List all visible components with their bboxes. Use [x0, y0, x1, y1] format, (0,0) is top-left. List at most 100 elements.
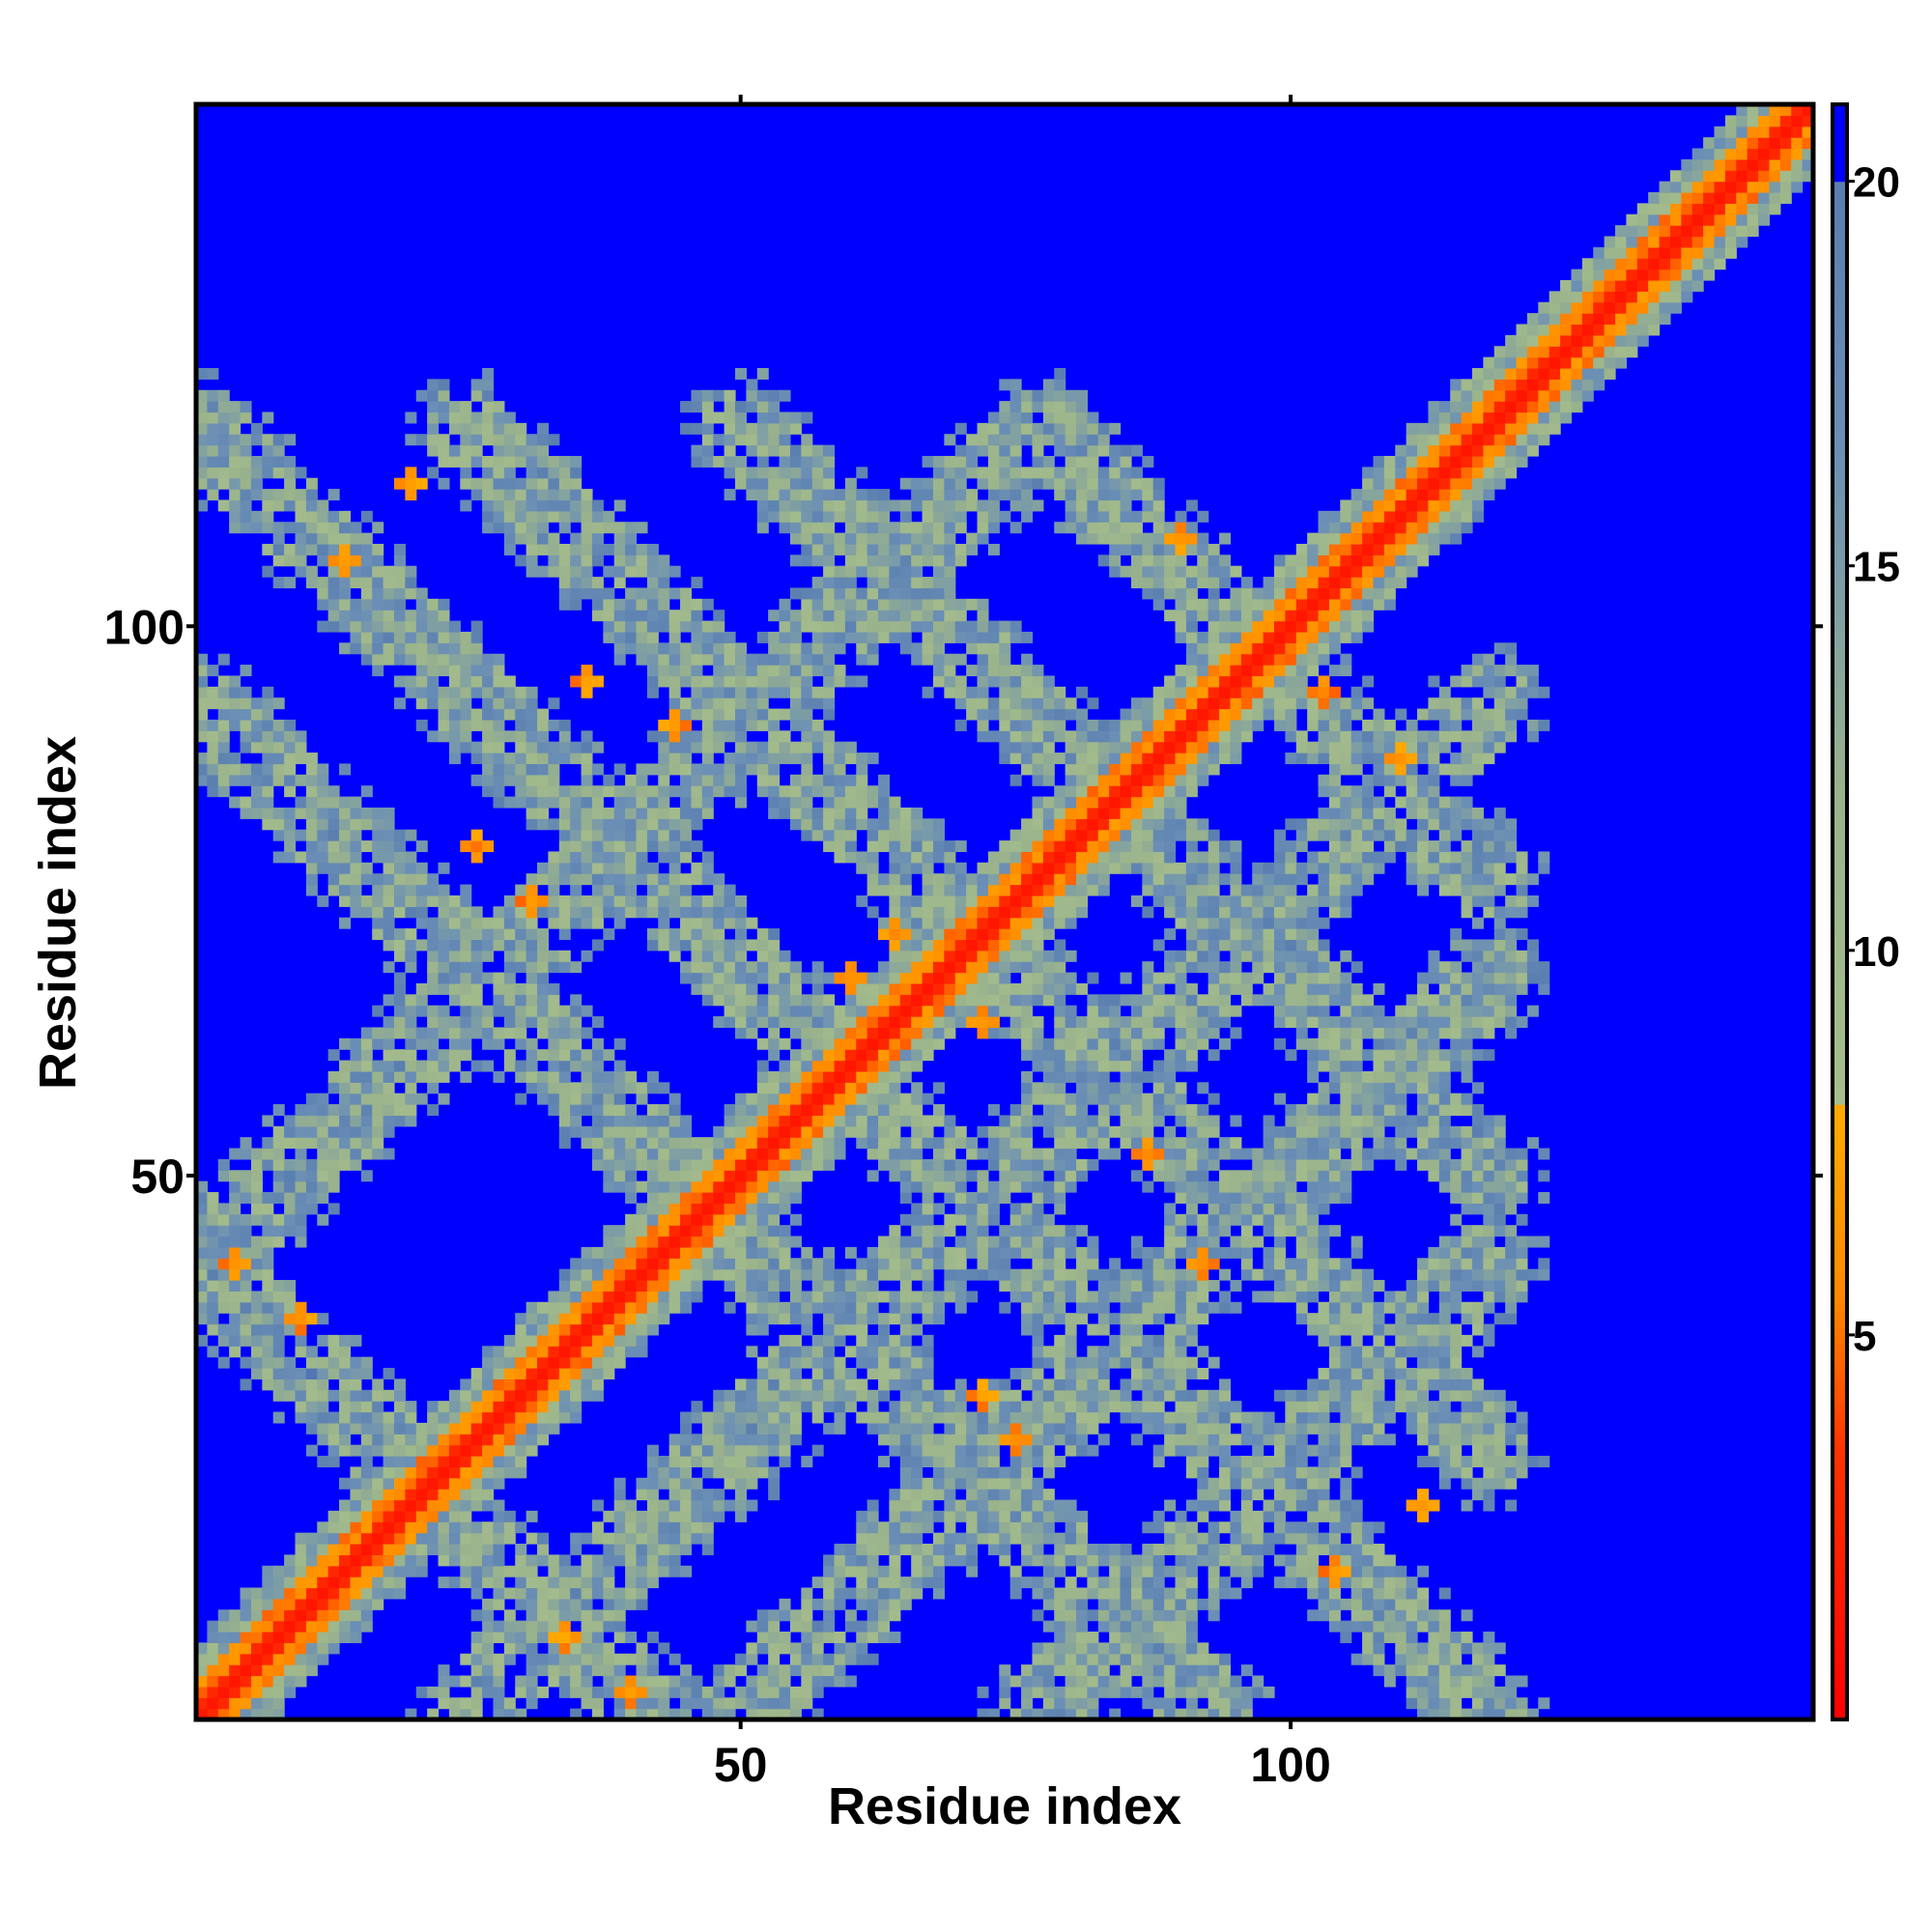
heatmap-cell [217, 444, 230, 457]
heatmap-cell [977, 1477, 989, 1490]
heatmap-cell [658, 917, 670, 929]
heatmap-cell [625, 1082, 638, 1094]
heatmap-cell [636, 763, 648, 776]
heatmap-cell [393, 610, 406, 622]
heatmap-cell [295, 1323, 307, 1336]
heatmap-cell [768, 1686, 781, 1698]
heatmap-cell [448, 1411, 461, 1424]
heatmap-cell [1009, 1268, 1022, 1281]
heatmap-cell [999, 1477, 1011, 1490]
heatmap-cell [526, 1554, 538, 1567]
heatmap-cell [646, 543, 659, 555]
heatmap-cell [911, 1158, 923, 1171]
heatmap-cell [834, 1115, 846, 1127]
heatmap-cell [756, 939, 769, 952]
heatmap-cell [493, 510, 505, 523]
heatmap-cell [746, 1477, 758, 1490]
heatmap-cell [899, 1301, 912, 1314]
heatmap-cell [613, 1037, 626, 1050]
heatmap-cell [801, 1115, 813, 1127]
heatmap-cell [658, 763, 670, 776]
heatmap-cell [1009, 1104, 1022, 1117]
heatmap-cell [448, 455, 461, 468]
heatmap-cell [911, 807, 923, 819]
heatmap-cell [591, 807, 604, 819]
heatmap-cell [305, 510, 318, 523]
heatmap-cell [537, 961, 550, 974]
heatmap-cell [944, 1521, 956, 1534]
heatmap-cell [250, 522, 263, 534]
heatmap-cell [922, 1301, 934, 1314]
heatmap-cell [284, 1632, 297, 1643]
heatmap-cell [372, 620, 384, 633]
heatmap-cell [581, 1686, 593, 1698]
heatmap-cell [646, 763, 659, 776]
heatmap-cell [405, 1082, 417, 1094]
heatmap-cell [284, 719, 297, 731]
heatmap-cell [503, 1444, 516, 1457]
heatmap-cell [701, 807, 714, 819]
heatmap-cell [229, 708, 242, 721]
heatmap-cell [207, 1203, 219, 1215]
heatmap-cell [438, 939, 450, 952]
heatmap-cell [591, 499, 604, 512]
heatmap-cell [789, 686, 802, 698]
heatmap-cell [899, 1093, 912, 1105]
heatmap-cell [460, 1544, 472, 1555]
heatmap-cell [922, 1258, 934, 1270]
heatmap-cell [944, 1510, 956, 1522]
heatmap-cell [262, 719, 274, 731]
heatmap-cell [438, 1456, 450, 1467]
heatmap-cell [493, 697, 505, 710]
heatmap-cell [470, 1587, 483, 1600]
heatmap-cell [867, 1334, 879, 1347]
heatmap-cell [636, 1697, 648, 1710]
heatmap-cell [515, 1027, 527, 1039]
heatmap-cell [360, 1049, 373, 1062]
heatmap-cell [207, 1323, 219, 1336]
heatmap-cell [383, 1049, 395, 1062]
heatmap-cell [768, 753, 781, 765]
heatmap-cell [217, 1334, 230, 1347]
heatmap-cell [470, 675, 483, 688]
heatmap-cell [526, 1434, 538, 1446]
heatmap-cell [867, 994, 879, 1007]
heatmap-cell [944, 1554, 956, 1567]
heatmap-cell [987, 1521, 1000, 1534]
heatmap-cell [405, 1104, 417, 1117]
heatmap-cell [493, 653, 505, 666]
heatmap-cell [515, 1356, 527, 1369]
heatmap-cell [844, 807, 857, 819]
heatmap-cell [438, 1544, 450, 1555]
heatmap-cell [911, 1368, 923, 1379]
heatmap-cell [272, 522, 285, 534]
heatmap-cell [1021, 1301, 1034, 1314]
heatmap-cell [548, 873, 560, 886]
heatmap-cell [691, 840, 703, 853]
heatmap-cell [317, 862, 329, 874]
heatmap-cell [372, 1070, 384, 1083]
heatmap-cell [372, 917, 384, 929]
heatmap-cell [613, 1609, 626, 1622]
heatmap-cell [327, 1434, 340, 1446]
heatmap-cell [701, 1544, 714, 1555]
heatmap-cell [207, 467, 219, 479]
heatmap-cell [558, 818, 571, 831]
heatmap-cell [922, 1434, 934, 1446]
heatmap-cell [493, 708, 505, 721]
heatmap-cell [295, 467, 307, 479]
heatmap-cell [295, 741, 307, 753]
heatmap-cell [570, 1280, 582, 1292]
heatmap-cell [229, 796, 242, 809]
heatmap-cell [944, 1280, 956, 1292]
heatmap-cell [250, 1170, 263, 1182]
heatmap-cell [503, 434, 516, 446]
heatmap-cell [713, 434, 725, 446]
heatmap-cell [878, 610, 891, 622]
heatmap-cell [305, 862, 318, 874]
heatmap-cell [801, 818, 813, 831]
heatmap-cell [954, 928, 967, 941]
heatmap-cell [470, 1532, 483, 1545]
heatmap-cell [680, 1466, 693, 1479]
heatmap-cell [735, 719, 747, 731]
